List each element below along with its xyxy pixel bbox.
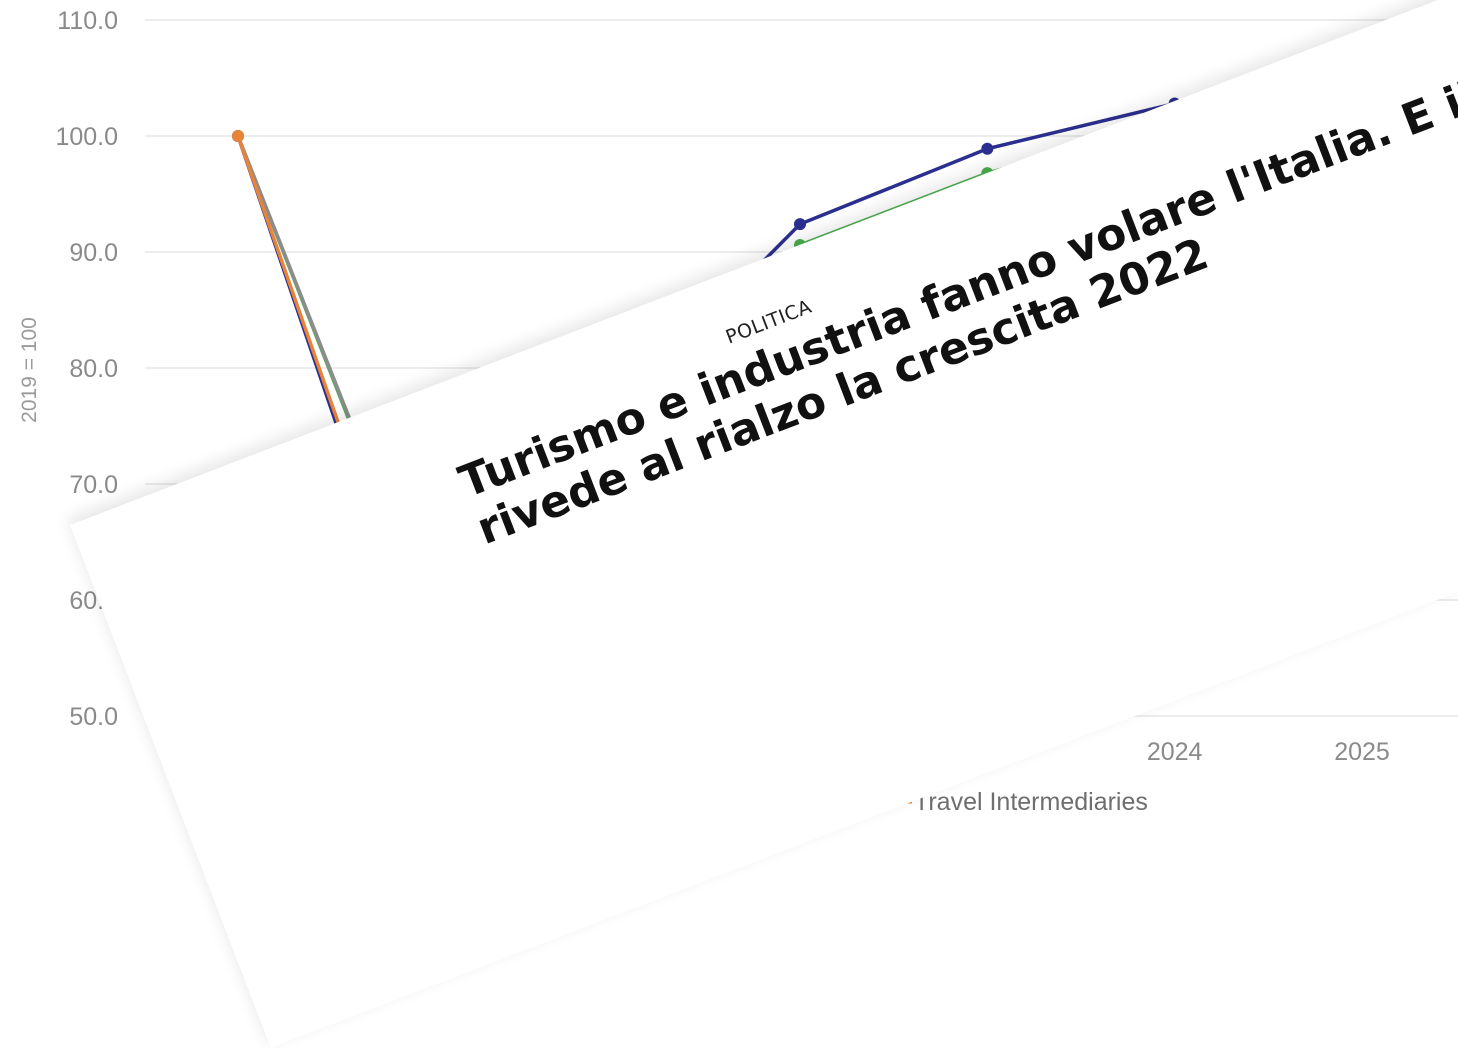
data-point: [981, 142, 994, 155]
data-point: [232, 130, 244, 142]
x-tick-label: 2025: [1334, 738, 1390, 766]
data-point: [794, 218, 806, 231]
y-axis-label: 2019 = 100: [18, 317, 41, 423]
y-tick-label: 110.0: [57, 7, 118, 35]
x-tick-label: 2024: [1147, 738, 1203, 766]
y-tick-label: 70.0: [69, 471, 118, 499]
y-tick-label: 80.0: [69, 355, 118, 383]
y-tick-label: 50.0: [69, 703, 118, 731]
legend-label-travel-intermediaries: Travel Intermediaries: [914, 788, 1148, 816]
y-tick-label: 90.0: [69, 239, 118, 267]
y-tick-label: 100.0: [55, 123, 118, 151]
